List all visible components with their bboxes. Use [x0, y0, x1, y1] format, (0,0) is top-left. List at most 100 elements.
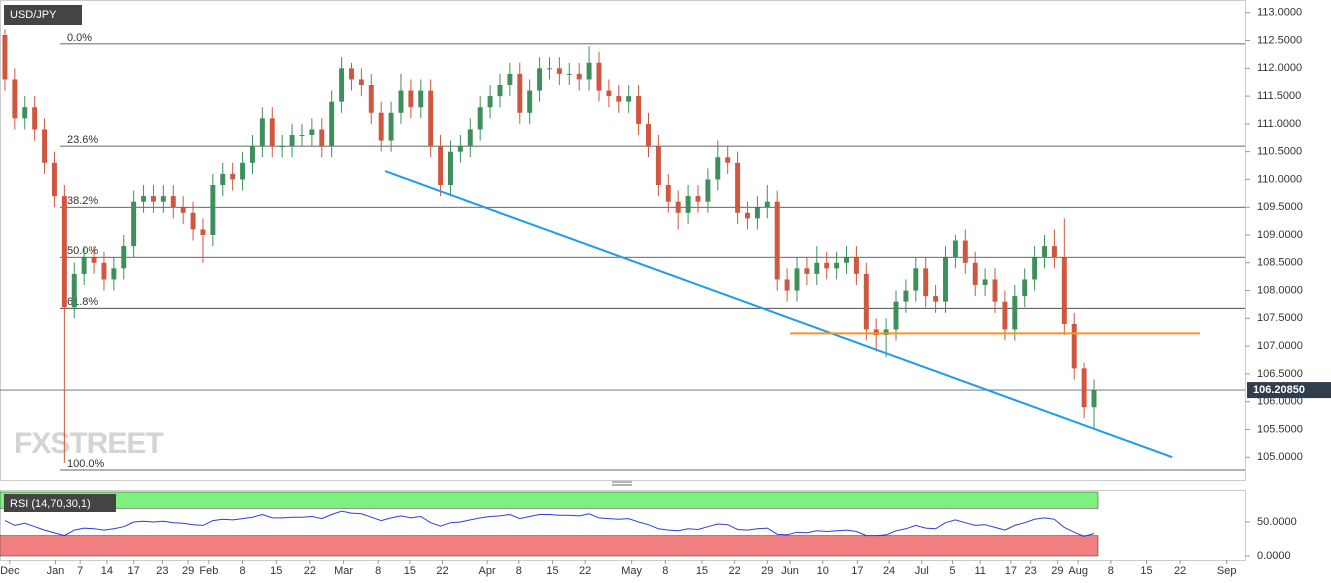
candle-body [547, 68, 552, 70]
candle-body [368, 85, 374, 113]
candle-body [487, 96, 493, 108]
candle-body [665, 185, 671, 202]
x-tick-label: Sep [1217, 565, 1237, 577]
x-tick-label: 22 [728, 565, 740, 577]
candle-body [101, 262, 107, 280]
candle-body [715, 157, 721, 180]
candle-body [190, 212, 196, 230]
candle-body [319, 129, 325, 147]
candle-body [457, 146, 463, 152]
x-tick-label: Jul [915, 565, 929, 577]
candle-body [150, 196, 156, 202]
candle-body [279, 146, 285, 148]
y-tick-label: 106.5000 [1257, 368, 1303, 380]
candle-body [497, 85, 503, 97]
candle-body [32, 107, 38, 130]
x-tick-label: 22 [1174, 565, 1186, 577]
x-tick-label: 17 [851, 565, 863, 577]
candle-body [418, 90, 424, 108]
candle-body [408, 90, 414, 108]
candle-body [705, 179, 711, 202]
candle-body [834, 262, 840, 269]
candle-body [923, 268, 929, 297]
candle-body [636, 96, 642, 124]
x-tick-label: Feb [199, 565, 218, 577]
y-tick-label: 109.0000 [1257, 229, 1303, 241]
candle-body [616, 96, 622, 102]
candle-body [804, 268, 810, 274]
y-tick-label: 108.0000 [1257, 284, 1303, 296]
candle-body [1032, 257, 1038, 280]
x-tick-label: 22 [579, 565, 591, 577]
x-tick-label: 7 [77, 565, 83, 577]
candle-body [576, 73, 582, 80]
trendline [384, 170, 1173, 459]
rsi-title: RSI (14,70,30,1) [10, 498, 91, 510]
candle-body [537, 68, 543, 91]
candle-body [735, 162, 741, 213]
candle-body [1071, 323, 1077, 369]
candle-body [200, 229, 206, 235]
candle-body [1002, 301, 1008, 330]
candle-body [507, 73, 513, 85]
candle-body [814, 262, 820, 274]
x-tick-label: 5 [949, 565, 955, 577]
x-tick-label: 11 [974, 565, 985, 577]
candle-body [844, 257, 849, 263]
candle-body [913, 268, 919, 291]
main-panel [0, 0, 1246, 481]
candle-body [1022, 279, 1028, 297]
candle-body [339, 68, 345, 102]
x-tick-label: 23 [156, 565, 168, 577]
candle-body [893, 301, 899, 330]
candle-body [22, 107, 28, 119]
x-tick-label: 22 [436, 565, 448, 577]
candle-body [299, 135, 305, 136]
candle-body [2, 35, 8, 80]
candle-body [309, 129, 315, 135]
candle-body [348, 68, 354, 80]
x-tick-label: 17 [128, 565, 140, 577]
candle-body [388, 112, 394, 141]
candle-body [180, 207, 186, 213]
y-tick-label: 109.5000 [1257, 201, 1303, 213]
candle-body [81, 257, 87, 274]
x-tick-label: 15 [546, 565, 558, 577]
candle-body [220, 173, 226, 185]
candle-body [745, 212, 750, 219]
candle-body [646, 123, 651, 147]
candle-body [71, 273, 77, 308]
candle-body [448, 151, 453, 185]
candle-body [1051, 246, 1057, 258]
x-tick-label: 23 [1025, 565, 1037, 577]
candle-body [42, 129, 48, 163]
candle-body [230, 173, 236, 180]
fib-label: 0.0% [67, 32, 92, 44]
candle-body [725, 157, 731, 163]
x-tick-label: 15 [404, 565, 416, 577]
y-tick-label: 105.5000 [1257, 423, 1303, 435]
candle-body [428, 90, 434, 147]
x-tick-label: Jan [47, 565, 65, 577]
x-tick-label: 10 [817, 565, 829, 577]
fib-label: 50.0% [67, 245, 98, 257]
y-tick-label: 107.5000 [1257, 312, 1303, 324]
candle-body [527, 90, 533, 113]
candle-body [1081, 368, 1087, 408]
x-tick-label: 8 [662, 565, 668, 577]
x-tick-label: 14 [101, 565, 113, 577]
candle-body [61, 196, 67, 308]
candle-body [1012, 296, 1018, 330]
overbought-band [0, 491, 1099, 509]
fib-label: 61.8% [67, 296, 98, 308]
x-tick-label: 22 [304, 565, 316, 577]
x-tick-label: 8 [516, 565, 522, 577]
y-tick-label: 112.5000 [1257, 34, 1302, 46]
fib-label: 38.2% [67, 195, 98, 207]
candle-body [517, 73, 523, 113]
x-tick-label: Apr [479, 565, 496, 577]
candle-body [467, 129, 473, 147]
candle-body [378, 112, 384, 141]
